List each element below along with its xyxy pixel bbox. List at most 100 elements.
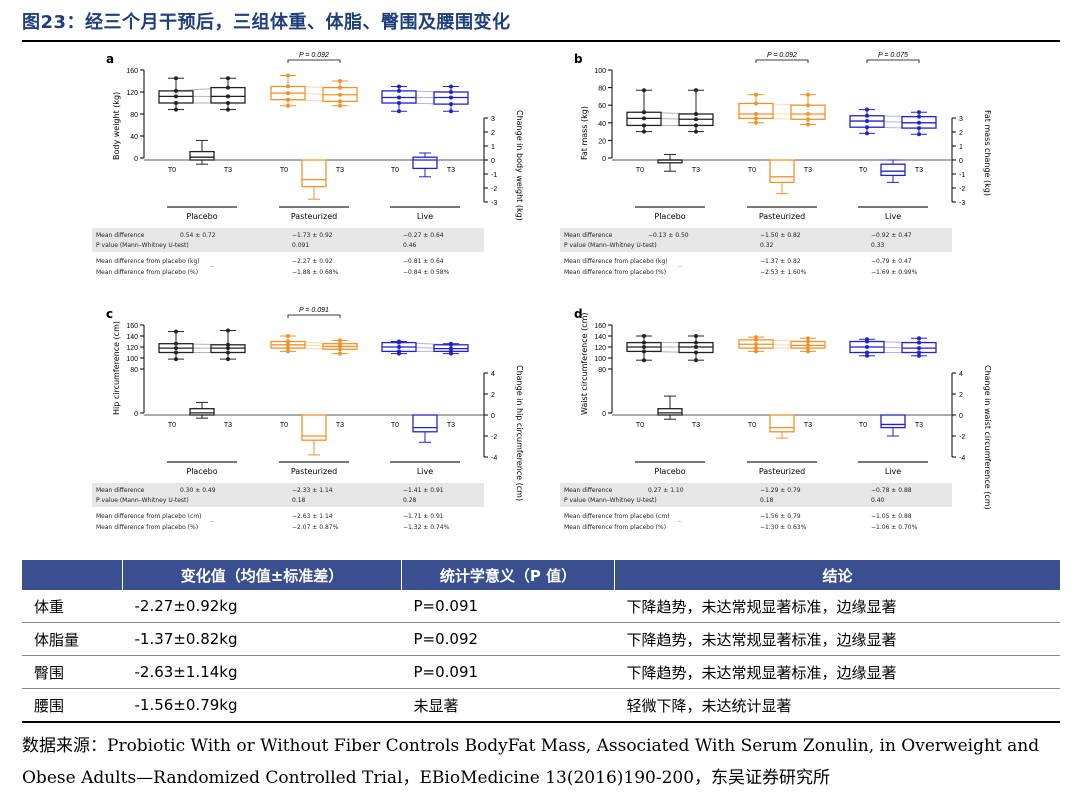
table-cell: 体重	[22, 590, 123, 623]
table-cell: -1.37±0.82kg	[122, 622, 402, 656]
chart-panel-d: d 0 80 100 120 140 160 -4 -2 0 2 4 T0 T3 T0 T3 T0 T3 Waist…	[560, 305, 1020, 545]
y-tick-label-right: -2	[491, 186, 497, 193]
group-divider	[858, 461, 928, 463]
data-point	[917, 350, 921, 355]
group-label: Pasteurized	[758, 467, 806, 476]
data-point	[338, 347, 342, 352]
data-point	[338, 85, 342, 90]
timepoint-label: T3	[804, 167, 812, 174]
timepoint-label: T3	[692, 167, 700, 174]
change-box	[412, 414, 438, 433]
data-point	[642, 349, 646, 354]
change-box	[769, 159, 795, 184]
stats-value: 0.091	[292, 242, 310, 249]
y-tick-label-left: 80	[130, 112, 138, 119]
data-point	[174, 329, 178, 334]
data-point	[865, 131, 869, 136]
stats-value: 0.46	[403, 242, 417, 249]
group-divider	[858, 206, 928, 208]
stats-value: −1.73 ± 0.92	[292, 232, 333, 239]
data-point	[449, 90, 453, 94]
data-point	[338, 351, 342, 356]
stats-value: −1.69 ± 0.99%	[871, 269, 918, 276]
data-point	[642, 345, 646, 349]
data-point	[338, 344, 342, 349]
data-point	[754, 335, 758, 340]
change-box	[657, 408, 683, 416]
stats-value: −2.27 ± 0.92	[292, 258, 333, 265]
data-point	[286, 342, 290, 347]
data-point	[865, 353, 869, 358]
data-point	[754, 337, 758, 342]
data-point	[449, 349, 453, 354]
group-divider	[390, 461, 460, 463]
data-point	[754, 120, 758, 125]
data-point	[694, 112, 698, 116]
group-label: Pasteurized	[290, 467, 338, 476]
y-tick-label-right: 4	[959, 371, 963, 378]
data-point	[397, 84, 401, 89]
y-tick-label-left: 100	[594, 356, 606, 363]
timepoint-label: T3	[804, 422, 812, 429]
stats-value: −1.32 ± 0.74%	[403, 524, 450, 531]
stats-value: −2.07 ± 0.87%	[292, 524, 339, 531]
panel-letter: c	[106, 307, 114, 321]
timepoint-label: T3	[224, 167, 232, 174]
group-divider	[747, 206, 817, 208]
stats-value: 0.54 ± 0.72	[180, 232, 216, 239]
data-point	[806, 336, 810, 341]
table-cell: -2.27±0.92kg	[122, 590, 402, 623]
y-tick-label-right: -2	[491, 434, 497, 441]
y-tick-label-left: 60	[598, 103, 606, 110]
chart-svg: 0 80 100 120 140 160 -4 -2 0 2 4 T0 T3 T0 T3 T0 T3	[594, 323, 965, 462]
data-point	[174, 76, 178, 81]
chart-svg: 0 80 100 120 140 160 -4 -2 0 2 4 T0 T3 T0 T3 T0 T3 P = 0.…	[126, 307, 497, 462]
data-point	[286, 334, 290, 338]
table-cell: 体脂量	[22, 622, 123, 656]
data-point	[865, 337, 869, 342]
stats-value: −1.37 ± 0.82	[760, 258, 801, 265]
data-point	[449, 102, 453, 107]
source-note: 数据来源：Probiotic With or Without Fiber Con…	[22, 736, 1040, 788]
summary-header-cell: 统计学意义（P 值）	[401, 560, 615, 590]
group-label: Placebo	[186, 467, 218, 476]
stats-value: 0.28	[403, 497, 417, 504]
group-divider	[747, 461, 817, 463]
data-point	[917, 340, 921, 345]
data-point	[917, 353, 921, 358]
data-point	[226, 101, 230, 105]
data-point	[917, 110, 921, 115]
y-tick-label-left: 80	[598, 86, 606, 93]
stats-row-label: Mean difference from placebo (%)	[564, 269, 667, 276]
change-box	[189, 408, 215, 416]
y-tick-label-left: 140	[126, 334, 138, 341]
y-tick-label-right: 2	[491, 130, 495, 137]
y-tick-label-left: 0	[134, 411, 138, 418]
stats-value: −1.05 ± 0.88	[871, 513, 912, 520]
timepoint-label: T0	[636, 167, 644, 174]
data-point	[286, 84, 290, 89]
stats-block: Mean difference 0.54 ± 0.72 −1.73 ± 0.92 −0…	[92, 228, 484, 282]
y-tick-label-right: 1	[959, 144, 963, 151]
chart-svg: 0 40 80 120 160 -3 -2 -1 0 1 2 3 T0 T3 T0 T3 T0 T3 P = 0.0…	[126, 52, 497, 207]
y-tick-label-right: -1	[959, 172, 965, 179]
stats-value: 0.18	[760, 497, 774, 504]
chart-panel-b: b 0 20 40 60 80 100 -3 -2 -1 0 1 2 3 T0 T3 T0 T3 T0 T3 P = 0…	[560, 50, 1020, 290]
stats-row-label: Mean difference	[564, 232, 613, 239]
pvalue-bracket	[755, 59, 809, 63]
data-point	[226, 85, 230, 90]
y-tick-label-right: 3	[491, 116, 495, 123]
group-label: Live	[884, 212, 902, 221]
timepoint-label: T0	[168, 422, 176, 429]
table-cell: 下降趋势，未达常规显著标准，边缘显著	[614, 655, 1060, 689]
timepoint-label: T0	[748, 167, 756, 174]
stats-value: −1.71 ± 0.91	[403, 513, 444, 520]
data-point	[754, 349, 758, 354]
data-point	[917, 346, 921, 351]
table-cell: -2.63±1.14kg	[122, 655, 402, 689]
stats-row-label: Mean difference from placebo (%)	[96, 524, 199, 531]
y-tick-label-right: -4	[959, 455, 965, 462]
group-label: Placebo	[186, 212, 218, 221]
timepoint-label: T3	[692, 422, 700, 429]
y-axis-title-left: Fat mass (kg)	[580, 106, 589, 160]
